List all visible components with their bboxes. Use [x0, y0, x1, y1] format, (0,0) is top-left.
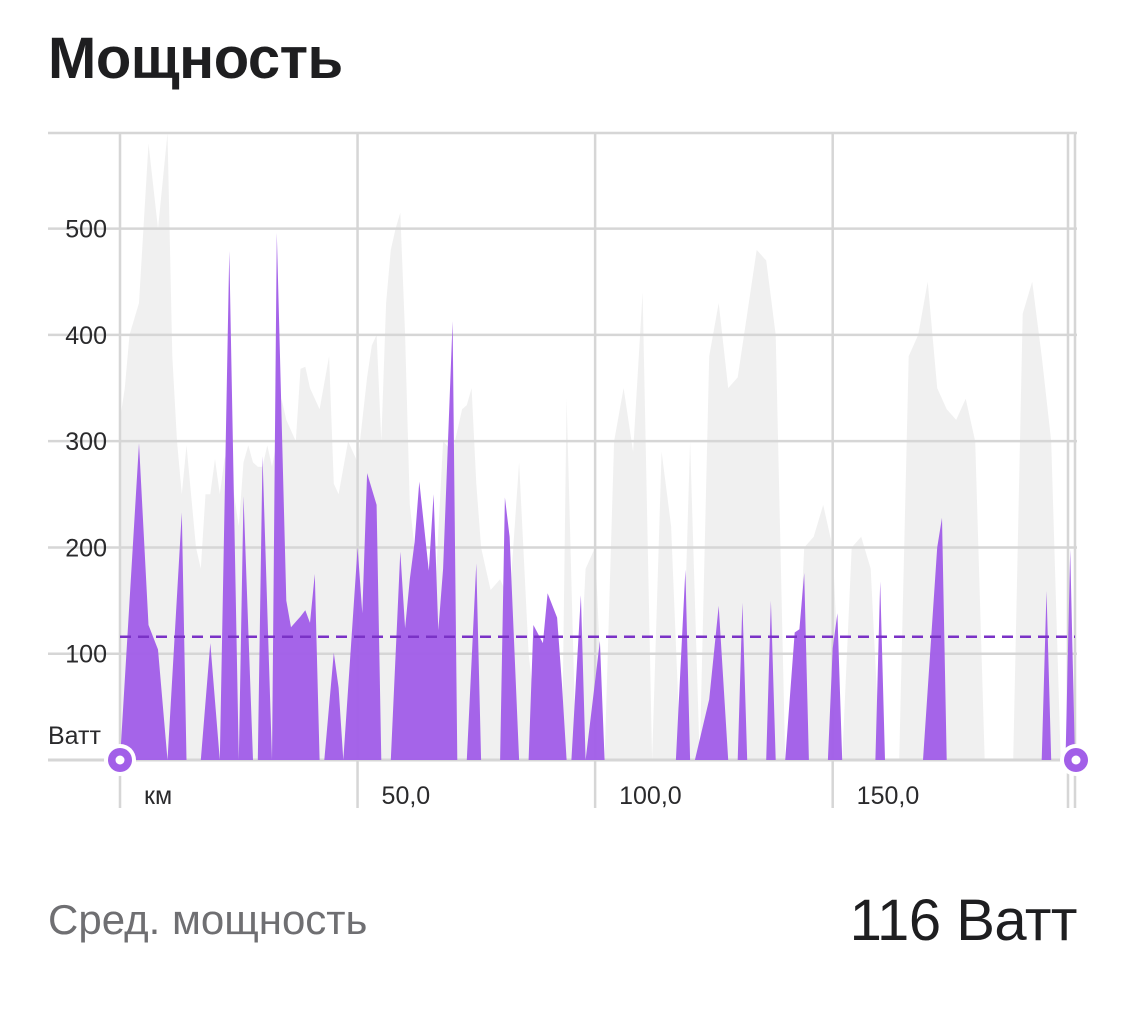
y-tick-label: 500 [65, 216, 107, 244]
x-tick-label: 50,0 [382, 782, 431, 810]
power-series-area [120, 232, 1075, 760]
average-power-label: Сред. мощность [48, 896, 368, 943]
y-tick-label: 200 [65, 534, 107, 562]
x-axis-label: км [144, 782, 172, 810]
average-power-summary: Сред. мощность 116 Ватт [48, 880, 1078, 960]
range-handles [104, 744, 1092, 776]
range-end-handle [1060, 744, 1092, 776]
power-layer [120, 232, 1075, 760]
grid-lines [48, 131, 1077, 808]
average-power-value: 116 Ватт [849, 887, 1078, 953]
power-chart: 100 200 300 400 500 Ватт 50,0 100,0 150,0 км [48, 131, 1092, 810]
y-axis-label: Ватт [48, 722, 101, 750]
x-axis-tick-labels: 50,0 100,0 150,0 [382, 782, 920, 810]
handle-center-dot [1071, 755, 1081, 765]
page-title: Мощность [48, 26, 343, 91]
y-tick-label: 100 [65, 641, 107, 669]
range-start-handle [104, 744, 136, 776]
y-tick-label: 400 [65, 322, 107, 350]
y-tick-label: 300 [65, 428, 107, 456]
x-tick-label: 100,0 [619, 782, 682, 810]
y-axis-tick-labels: 100 200 300 400 500 [65, 216, 107, 669]
x-tick-label: 150,0 [857, 782, 920, 810]
handle-center-dot [115, 755, 125, 765]
